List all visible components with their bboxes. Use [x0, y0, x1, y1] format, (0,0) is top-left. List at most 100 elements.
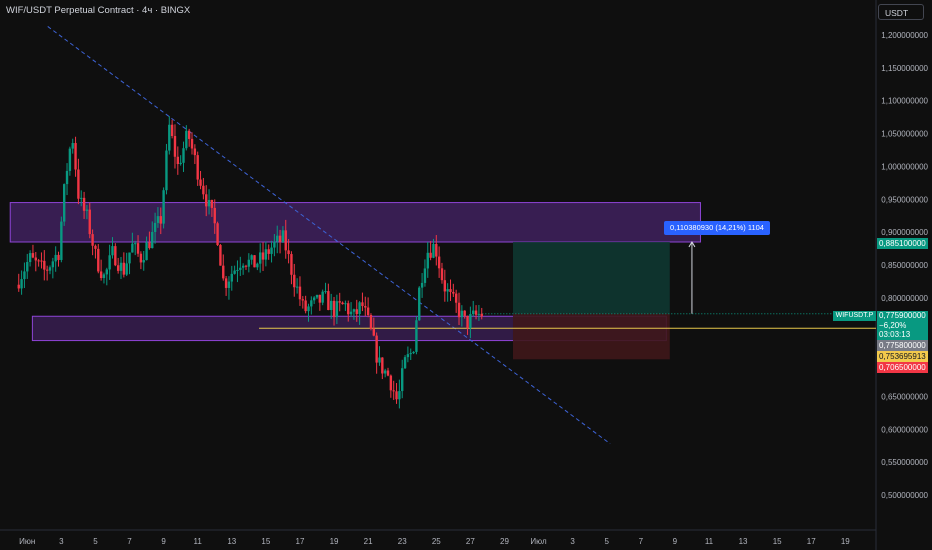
- x-tick-label: 15: [261, 537, 270, 546]
- candle-body: [281, 230, 285, 243]
- trendline: [47, 26, 611, 445]
- x-tick-label: 5: [93, 537, 98, 546]
- candle-body: [122, 262, 126, 275]
- candle-body: [375, 335, 378, 363]
- candle-body: [187, 130, 191, 139]
- candle-body: [114, 246, 117, 266]
- candle-body: [159, 216, 162, 224]
- candle-body: [116, 265, 120, 271]
- candle-body: [17, 284, 20, 289]
- candle-body: [20, 279, 23, 289]
- x-tick-label: 3: [59, 537, 64, 546]
- y-tick-label: 1,100000000: [881, 97, 928, 106]
- candle-body: [239, 267, 242, 270]
- candle-body: [287, 250, 290, 255]
- candle-body: [469, 314, 472, 329]
- candle-body: [258, 252, 262, 264]
- candle-body: [233, 270, 236, 274]
- candle-body: [406, 354, 410, 358]
- candle-body: [440, 268, 444, 281]
- candle-body: [415, 320, 418, 352]
- x-tick-label: 7: [639, 537, 644, 546]
- y-tick-label: 1,200000000: [881, 31, 928, 40]
- candle-body: [139, 253, 143, 263]
- candle-body: [68, 148, 72, 171]
- candle-body: [383, 370, 387, 374]
- candle-body: [347, 303, 350, 315]
- y-tick-label: 0,550000000: [881, 458, 928, 467]
- candle-body: [278, 235, 282, 243]
- candle-body: [202, 185, 205, 195]
- candle-body: [457, 302, 461, 318]
- line-price-tag: 0,753695913: [877, 351, 928, 362]
- candle-body: [437, 256, 441, 269]
- candle-body: [454, 293, 458, 303]
- candle-body: [170, 124, 174, 136]
- candle-body: [156, 216, 160, 223]
- candle-body: [148, 242, 151, 249]
- candle-body: [134, 243, 137, 245]
- y-tick-label: 0,950000000: [881, 195, 928, 204]
- x-tick-label: 9: [673, 537, 678, 546]
- x-tick-label: 27: [466, 537, 475, 546]
- candle-body: [307, 306, 310, 312]
- candle-body: [344, 303, 347, 305]
- candle-body: [57, 254, 60, 260]
- candle-body: [31, 253, 35, 258]
- candle-body: [253, 255, 256, 268]
- candle-body: [236, 269, 239, 271]
- candle-body: [432, 243, 435, 258]
- candle-body: [466, 315, 469, 329]
- candle-body: [91, 234, 94, 246]
- candle-body: [364, 306, 367, 308]
- x-tick-label: 5: [604, 537, 609, 546]
- x-tick-label: 3: [570, 537, 575, 546]
- position-stop-area: [512, 313, 670, 360]
- candle-body: [111, 246, 114, 256]
- candle-body: [267, 249, 270, 254]
- candle-body: [449, 289, 452, 292]
- last-price-box: 0,775900000 −6,20% 03:03:13: [877, 311, 928, 341]
- candle-body: [65, 170, 69, 185]
- x-tick-label: 7: [127, 537, 132, 546]
- currency-button[interactable]: USDT: [878, 4, 924, 20]
- candle-body: [349, 311, 353, 315]
- candle-body: [420, 282, 424, 288]
- candle-body: [477, 313, 481, 315]
- candle-body: [62, 184, 66, 222]
- candle-body: [145, 242, 148, 261]
- x-tick-label: 17: [296, 537, 305, 546]
- candle-body: [372, 328, 376, 336]
- candle-body: [227, 281, 231, 288]
- symbol-tag: WIFUSDT.P: [833, 311, 876, 321]
- candle-body: [338, 301, 341, 303]
- candle-body: [327, 291, 330, 311]
- candle-body: [88, 209, 91, 235]
- candle-body: [412, 351, 415, 354]
- candle-body: [153, 222, 157, 232]
- y-tick-label: 0,600000000: [881, 425, 928, 434]
- candle-body: [43, 260, 46, 270]
- candle-body: [185, 130, 188, 149]
- candle-body: [34, 257, 37, 261]
- candle-body: [398, 391, 401, 400]
- candle-body: [355, 309, 358, 315]
- candle-body: [71, 143, 74, 149]
- candle-body: [341, 302, 344, 305]
- x-tick-label: Июн: [19, 537, 35, 546]
- candle-body: [273, 241, 276, 248]
- candle-body: [389, 375, 393, 391]
- candle-body: [244, 265, 248, 267]
- candle-body: [247, 259, 251, 267]
- candle-body: [315, 294, 319, 298]
- x-tick-label: 23: [398, 537, 407, 546]
- candle-body: [125, 263, 128, 275]
- bar-countdown: 03:03:13: [879, 330, 911, 339]
- candle-body: [446, 289, 449, 292]
- candle-body: [423, 268, 427, 283]
- chart-title: WIF/USDT Perpetual Contract · 4ч · BINGX: [6, 5, 191, 16]
- measure-label: 0,110380930 (14,21%) 1104: [664, 221, 770, 235]
- y-tick-label: 1,050000000: [881, 130, 928, 139]
- candle-body: [276, 235, 279, 242]
